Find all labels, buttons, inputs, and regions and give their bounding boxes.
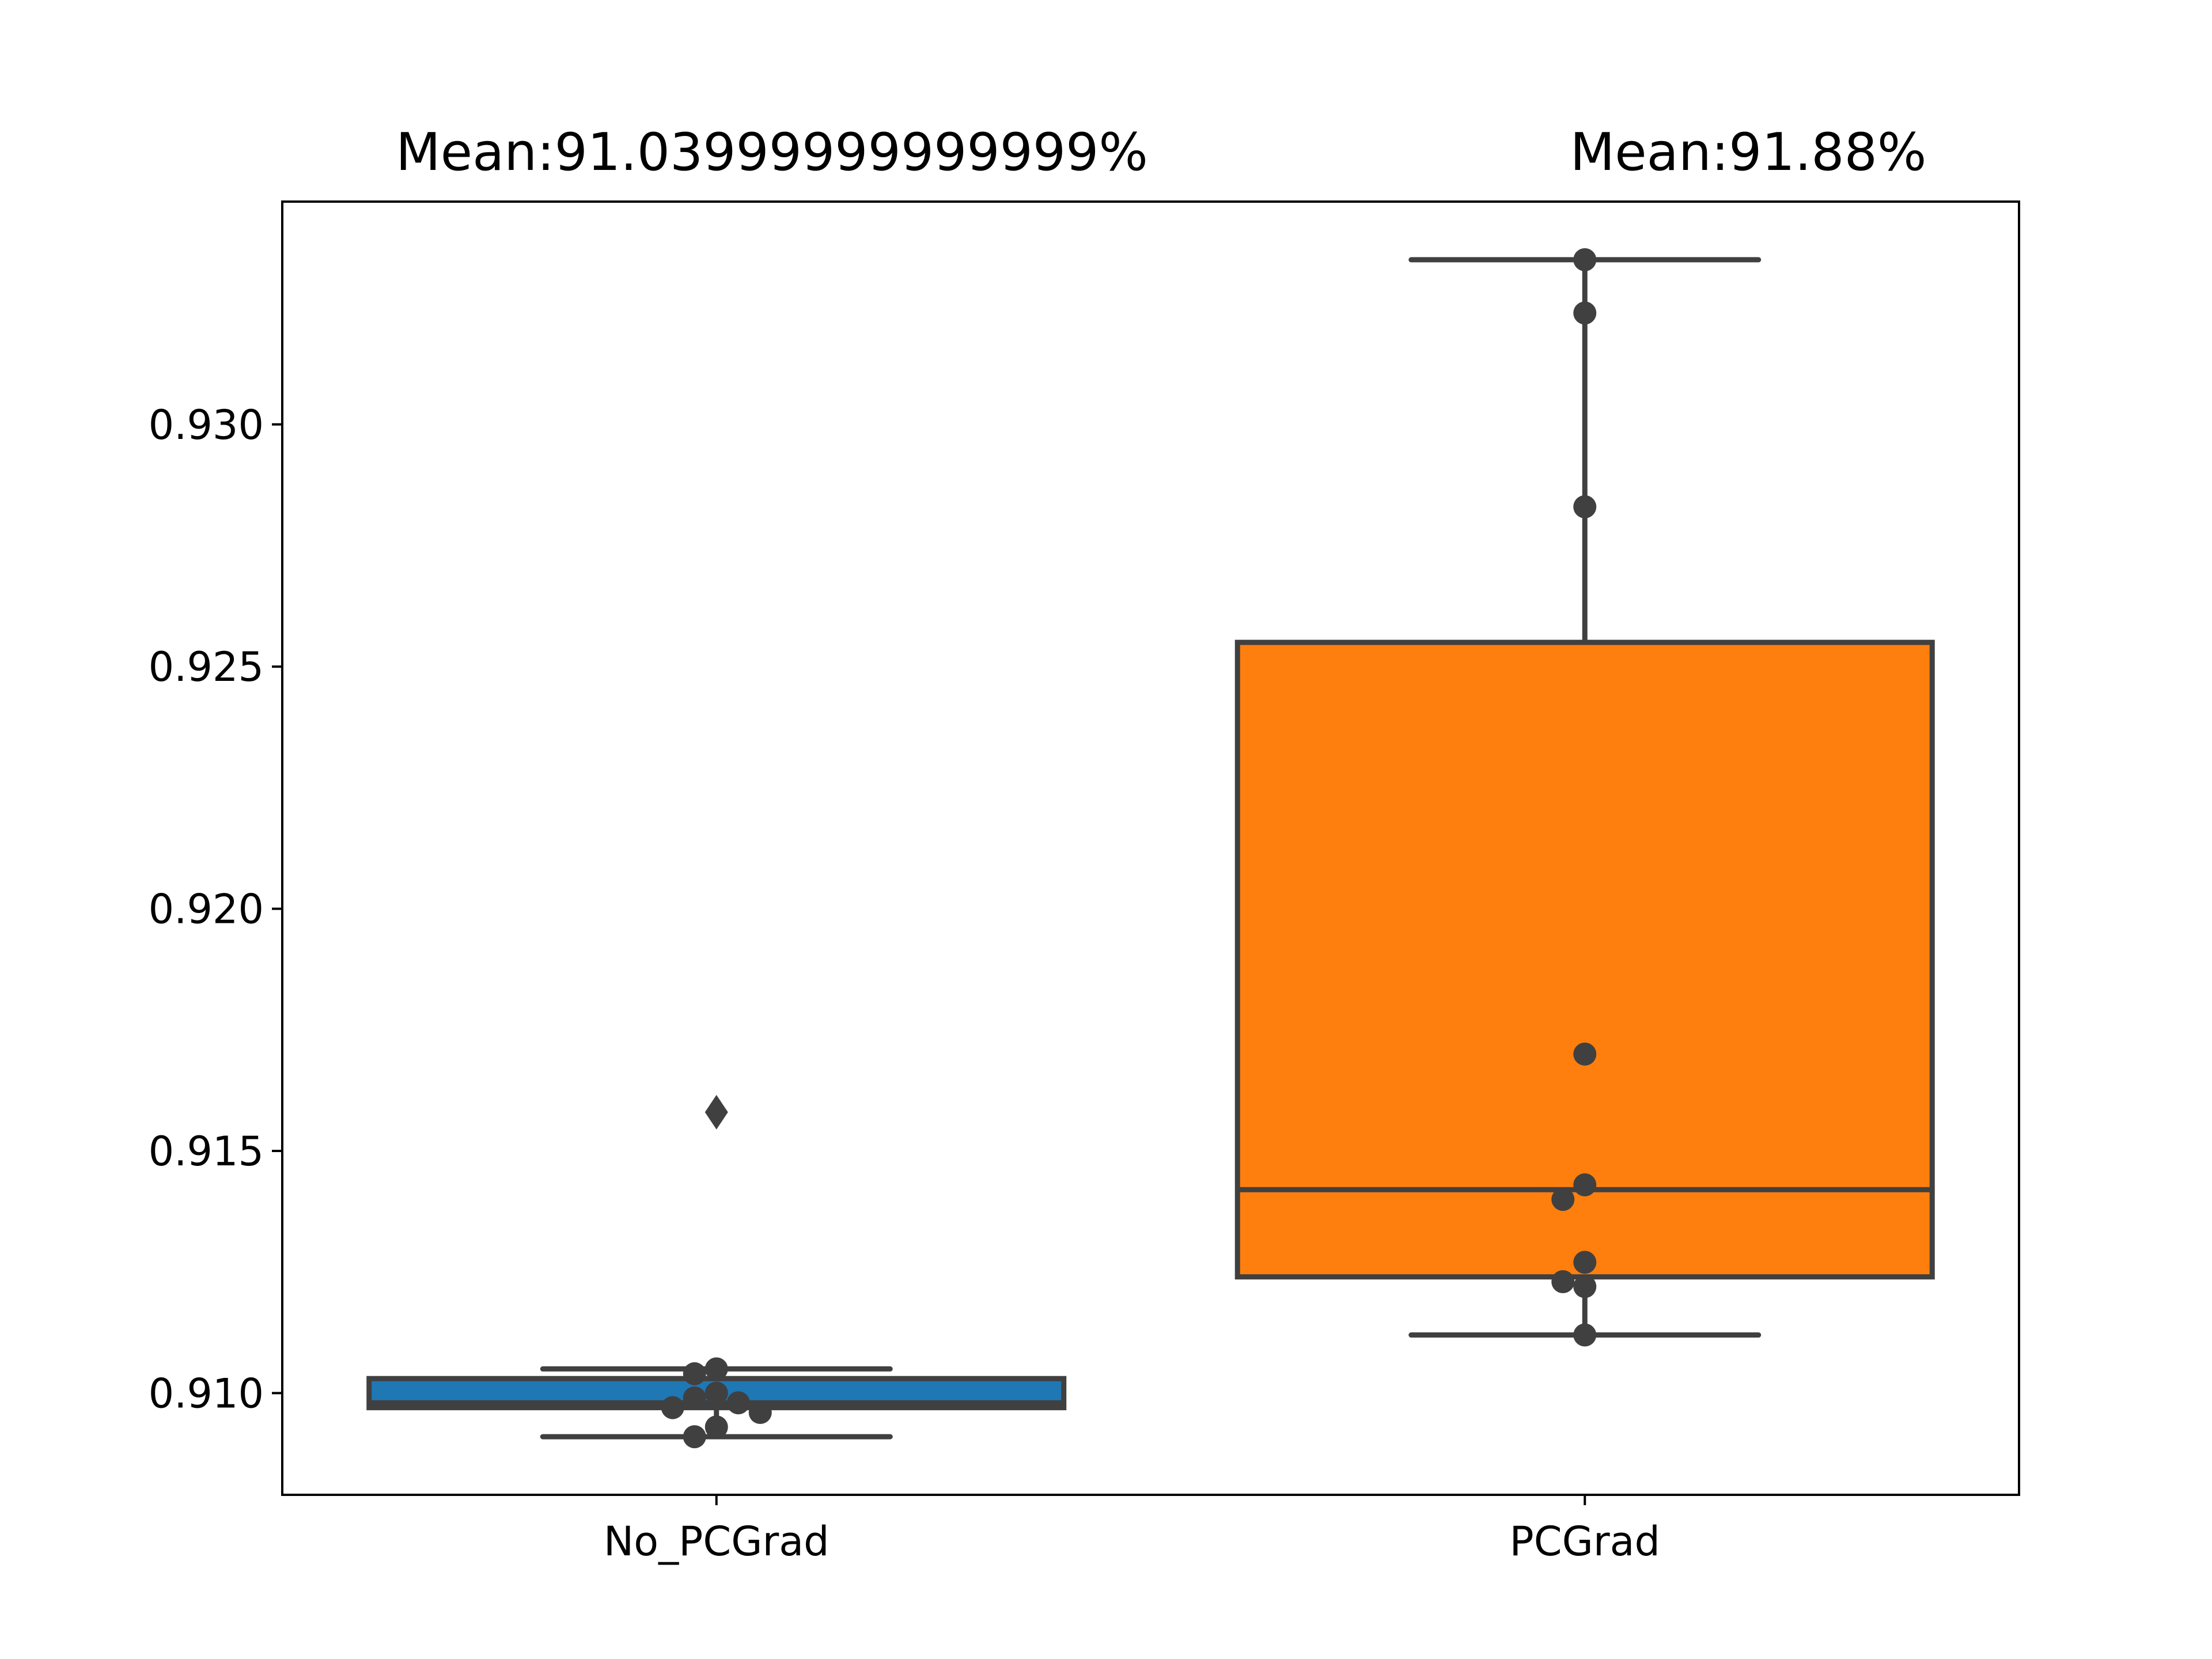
x-tick-label: PCGrad bbox=[1510, 1518, 1660, 1565]
data-point bbox=[726, 1391, 750, 1415]
outlier-marker bbox=[704, 1094, 728, 1130]
mean-annotation-no-pcgrad: Mean:91.03999999999999% bbox=[396, 122, 1148, 183]
data-point bbox=[683, 1386, 706, 1410]
plot-layer bbox=[366, 248, 1935, 1449]
box-iqr bbox=[1234, 639, 1935, 1280]
y-tick-label: 0.910 bbox=[149, 1370, 264, 1417]
data-point bbox=[683, 1362, 706, 1385]
box-group-pcgrad bbox=[1234, 248, 1935, 1347]
mean-annotation-pcgrad: Mean:91.88% bbox=[1570, 122, 1927, 183]
data-point bbox=[661, 1396, 684, 1419]
data-point bbox=[1551, 1270, 1575, 1294]
data-point bbox=[1573, 1173, 1597, 1196]
data-point bbox=[1573, 1323, 1597, 1347]
data-point bbox=[704, 1415, 728, 1439]
y-tick-label: 0.930 bbox=[149, 402, 264, 449]
data-point bbox=[1551, 1188, 1575, 1211]
data-point bbox=[1573, 248, 1597, 271]
data-point bbox=[704, 1357, 728, 1381]
plot-area-frame bbox=[281, 200, 2020, 1496]
box-group-no-pcgrad bbox=[366, 1094, 1067, 1449]
data-point bbox=[748, 1401, 772, 1425]
data-point bbox=[1573, 1251, 1597, 1274]
y-tick-label: 0.920 bbox=[149, 886, 264, 933]
data-point bbox=[1573, 1042, 1597, 1066]
data-point bbox=[1573, 301, 1597, 325]
y-tick-label: 0.925 bbox=[149, 643, 264, 691]
x-tick-label: No_PCGrad bbox=[604, 1518, 830, 1565]
data-point bbox=[683, 1425, 706, 1449]
data-point bbox=[1573, 495, 1597, 518]
axis-layer: 0.910 0.915 0.920 0.925 0.930 No_PCGrad PCGrad bbox=[149, 402, 1660, 1565]
y-tick-label: 0.915 bbox=[149, 1128, 264, 1175]
data-point bbox=[704, 1381, 728, 1405]
data-point bbox=[1573, 1275, 1597, 1298]
